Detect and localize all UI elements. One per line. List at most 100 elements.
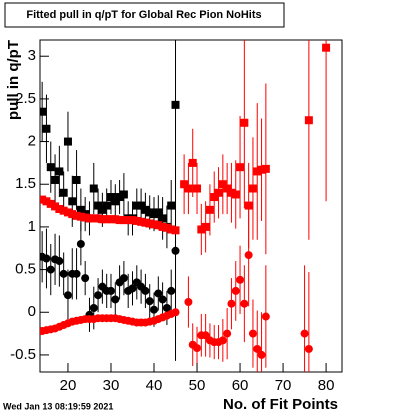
- point: [111, 197, 120, 206]
- point: [162, 303, 171, 312]
- point: [300, 329, 309, 338]
- point: [119, 216, 128, 225]
- point: [111, 295, 120, 304]
- point: [63, 208, 72, 217]
- point: [171, 308, 180, 317]
- point: [55, 204, 64, 213]
- point: [76, 205, 85, 214]
- x-tick-label: 80: [318, 377, 335, 394]
- point: [304, 116, 313, 125]
- point: [240, 118, 249, 127]
- point: [132, 216, 141, 225]
- point: [167, 201, 176, 210]
- point: [150, 220, 159, 229]
- point: [248, 184, 257, 193]
- point: [63, 137, 72, 146]
- point: [68, 197, 77, 206]
- point: [106, 193, 115, 202]
- point: [102, 215, 111, 224]
- point: [158, 295, 167, 304]
- point: [72, 175, 81, 184]
- point: [59, 206, 68, 215]
- point: [184, 184, 193, 193]
- point: [55, 167, 64, 176]
- x-tick-label: 30: [103, 377, 120, 394]
- y-tick-label: 1: [28, 218, 36, 235]
- point: [150, 305, 159, 314]
- point: [128, 216, 137, 225]
- point: [137, 217, 146, 226]
- point: [141, 218, 150, 227]
- point: [253, 344, 262, 353]
- point: [81, 274, 90, 283]
- point: [94, 201, 103, 210]
- point: [46, 265, 55, 274]
- point: [205, 205, 214, 214]
- y-tick-label: 1.5: [15, 175, 36, 192]
- point: [132, 201, 141, 210]
- point: [223, 329, 232, 338]
- point: [51, 175, 60, 184]
- point: [322, 43, 331, 52]
- plot-frame: [39, 39, 343, 373]
- plot-area: [40, 40, 331, 372]
- point: [223, 184, 232, 193]
- x-tick-label: 20: [60, 377, 77, 394]
- point: [231, 286, 240, 295]
- point: [46, 163, 55, 172]
- point: [154, 289, 163, 298]
- point: [68, 210, 77, 219]
- point: [55, 257, 64, 266]
- point: [261, 164, 270, 173]
- point: [231, 190, 240, 199]
- point: [214, 188, 223, 197]
- point: [145, 208, 154, 217]
- point: [89, 184, 98, 193]
- point: [111, 215, 120, 224]
- point: [236, 275, 245, 284]
- point: [201, 222, 210, 231]
- point: [141, 205, 150, 214]
- point: [240, 299, 249, 308]
- point: [193, 344, 202, 353]
- y-tick-label: 3: [28, 47, 36, 64]
- point: [81, 213, 90, 222]
- point: [51, 202, 60, 211]
- point: [137, 201, 146, 210]
- point: [124, 216, 133, 225]
- point: [46, 199, 55, 208]
- point: [193, 184, 202, 193]
- point: [98, 215, 107, 224]
- point: [210, 193, 219, 202]
- y-tick-label: -0.5: [10, 346, 36, 363]
- point: [128, 284, 137, 293]
- point: [42, 124, 51, 133]
- point: [154, 208, 163, 217]
- point: [171, 246, 180, 255]
- x-tick-label: 50: [189, 377, 206, 394]
- point: [141, 286, 150, 295]
- y-tick-label: 2: [28, 133, 36, 150]
- y-tick-label: 0.5: [15, 261, 36, 278]
- point: [76, 212, 85, 221]
- point: [167, 225, 176, 234]
- point: [218, 180, 227, 189]
- point: [40, 107, 47, 116]
- point: [106, 215, 115, 224]
- point: [102, 201, 111, 210]
- x-tick-label: 70: [275, 377, 292, 394]
- y-tick-label: 0: [28, 303, 36, 320]
- point: [236, 163, 245, 172]
- point: [167, 286, 176, 295]
- point: [261, 312, 270, 321]
- point: [72, 211, 81, 220]
- point: [42, 254, 51, 263]
- point: [227, 299, 236, 308]
- point: [89, 303, 98, 312]
- point: [158, 222, 167, 231]
- point: [145, 297, 154, 306]
- point: [115, 216, 124, 225]
- point: [85, 214, 94, 223]
- point: [42, 197, 51, 206]
